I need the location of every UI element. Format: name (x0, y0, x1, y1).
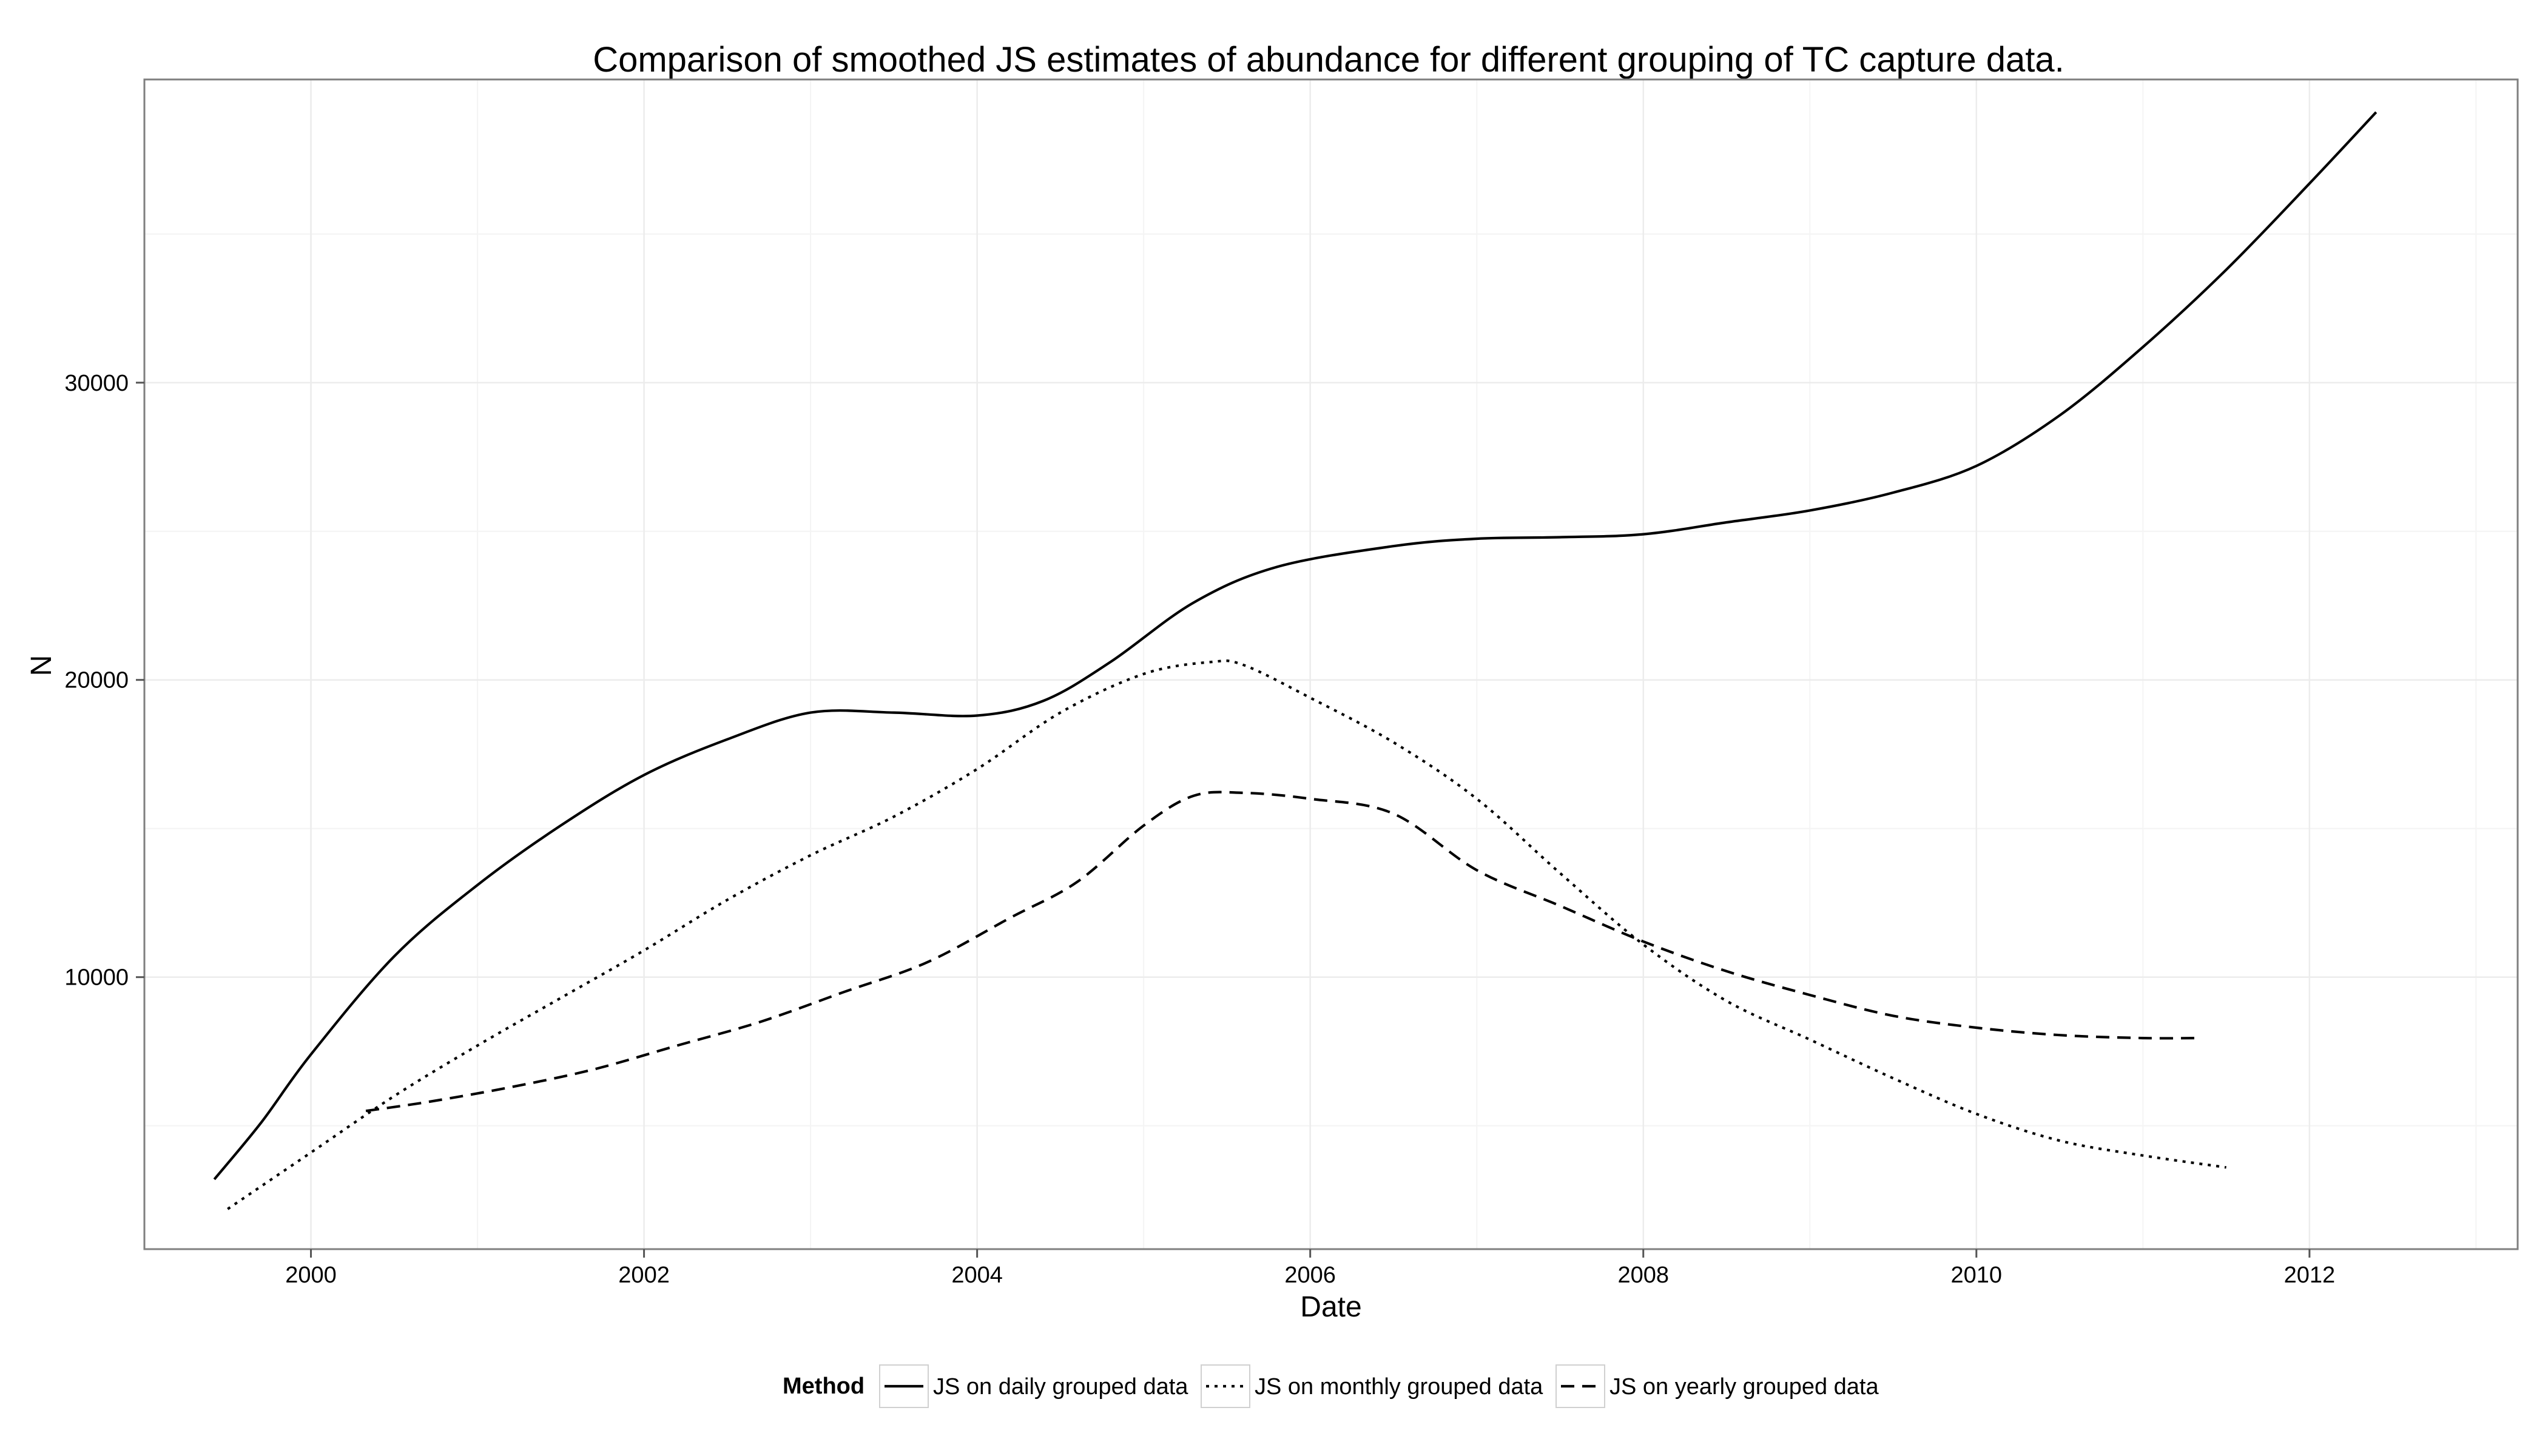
plot-panel-border (143, 78, 2519, 1250)
x-tick-label: 2006 (1284, 1262, 1336, 1288)
series-lines (213, 111, 2378, 1210)
series-line-daily (213, 111, 2378, 1181)
y-axis: 10000 20000 30000 (64, 371, 144, 991)
plot-panel-frame (143, 78, 2519, 1250)
x-tick-label: 2004 (951, 1262, 1003, 1288)
y-axis-title: N (25, 655, 58, 676)
chart-title: Comparison of smoothed JS estimates of a… (593, 40, 2064, 79)
x-tick-label: 2008 (1617, 1262, 1669, 1288)
series-line-yearly (365, 790, 2198, 1113)
legend-label: JS on monthly grouped data (1255, 1374, 1543, 1400)
minor-gridlines (144, 79, 2518, 1249)
series-line-monthly (227, 659, 2226, 1210)
legend-label: JS on daily grouped data (933, 1374, 1188, 1400)
major-gridlines (144, 79, 2518, 1249)
legend-label: JS on yearly grouped data (1609, 1374, 1879, 1400)
y-tick-label: 20000 (64, 668, 129, 693)
x-tick-label: 2000 (285, 1262, 337, 1288)
legend-title: Method (783, 1373, 864, 1399)
legend: Method JS on daily grouped data JS on mon… (783, 1364, 1879, 1408)
x-tick-label: 2012 (2284, 1262, 2336, 1288)
plot-area (143, 78, 2519, 1250)
x-axis-title: Date (1300, 1291, 1361, 1323)
y-tick-label: 10000 (64, 965, 129, 991)
x-axis: 2000 2002 2004 2006 2008 2010 2012 (285, 1249, 2335, 1288)
x-tick-label: 2010 (1951, 1262, 2003, 1288)
y-tick-label: 30000 (64, 371, 129, 396)
x-tick-label: 2002 (618, 1262, 670, 1288)
